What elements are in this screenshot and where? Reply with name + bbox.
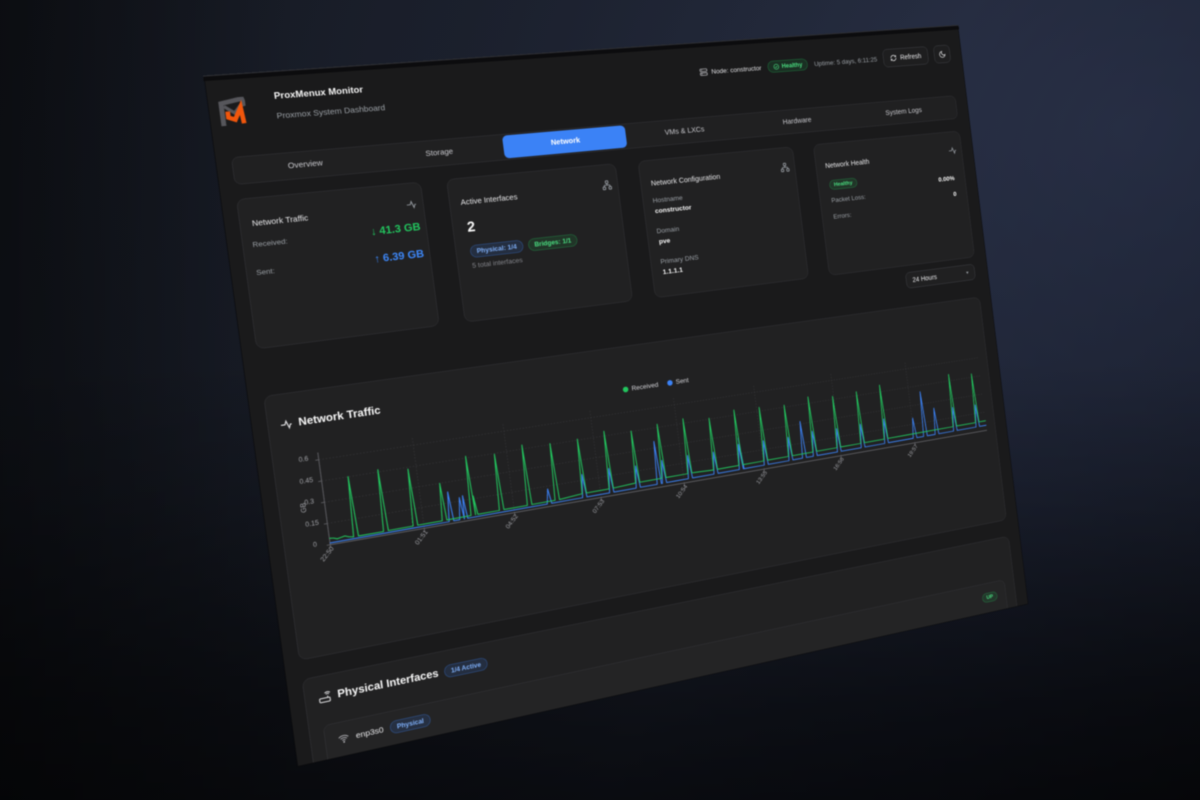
svg-text:0: 0 (313, 541, 318, 549)
svg-text:04:52: 04:52 (504, 513, 519, 530)
svg-text:0.3: 0.3 (304, 498, 315, 507)
svg-text:19:57: 19:57 (907, 443, 920, 458)
svg-text:0.15: 0.15 (305, 519, 319, 529)
svg-text:Sent: Sent (675, 376, 690, 386)
svg-text:10:54: 10:54 (675, 484, 689, 500)
svg-text:16:56: 16:56 (832, 456, 845, 472)
svg-text:0.45: 0.45 (299, 476, 313, 485)
svg-text:07:53: 07:53 (591, 498, 606, 515)
svg-text:13:55: 13:55 (755, 470, 769, 486)
svg-text:0.6: 0.6 (298, 455, 309, 464)
svg-text:22:50: 22:50 (319, 545, 336, 563)
svg-text:Received: Received (631, 381, 659, 393)
svg-text:01:51: 01:51 (414, 529, 430, 546)
svg-text:GB: GB (298, 502, 308, 513)
